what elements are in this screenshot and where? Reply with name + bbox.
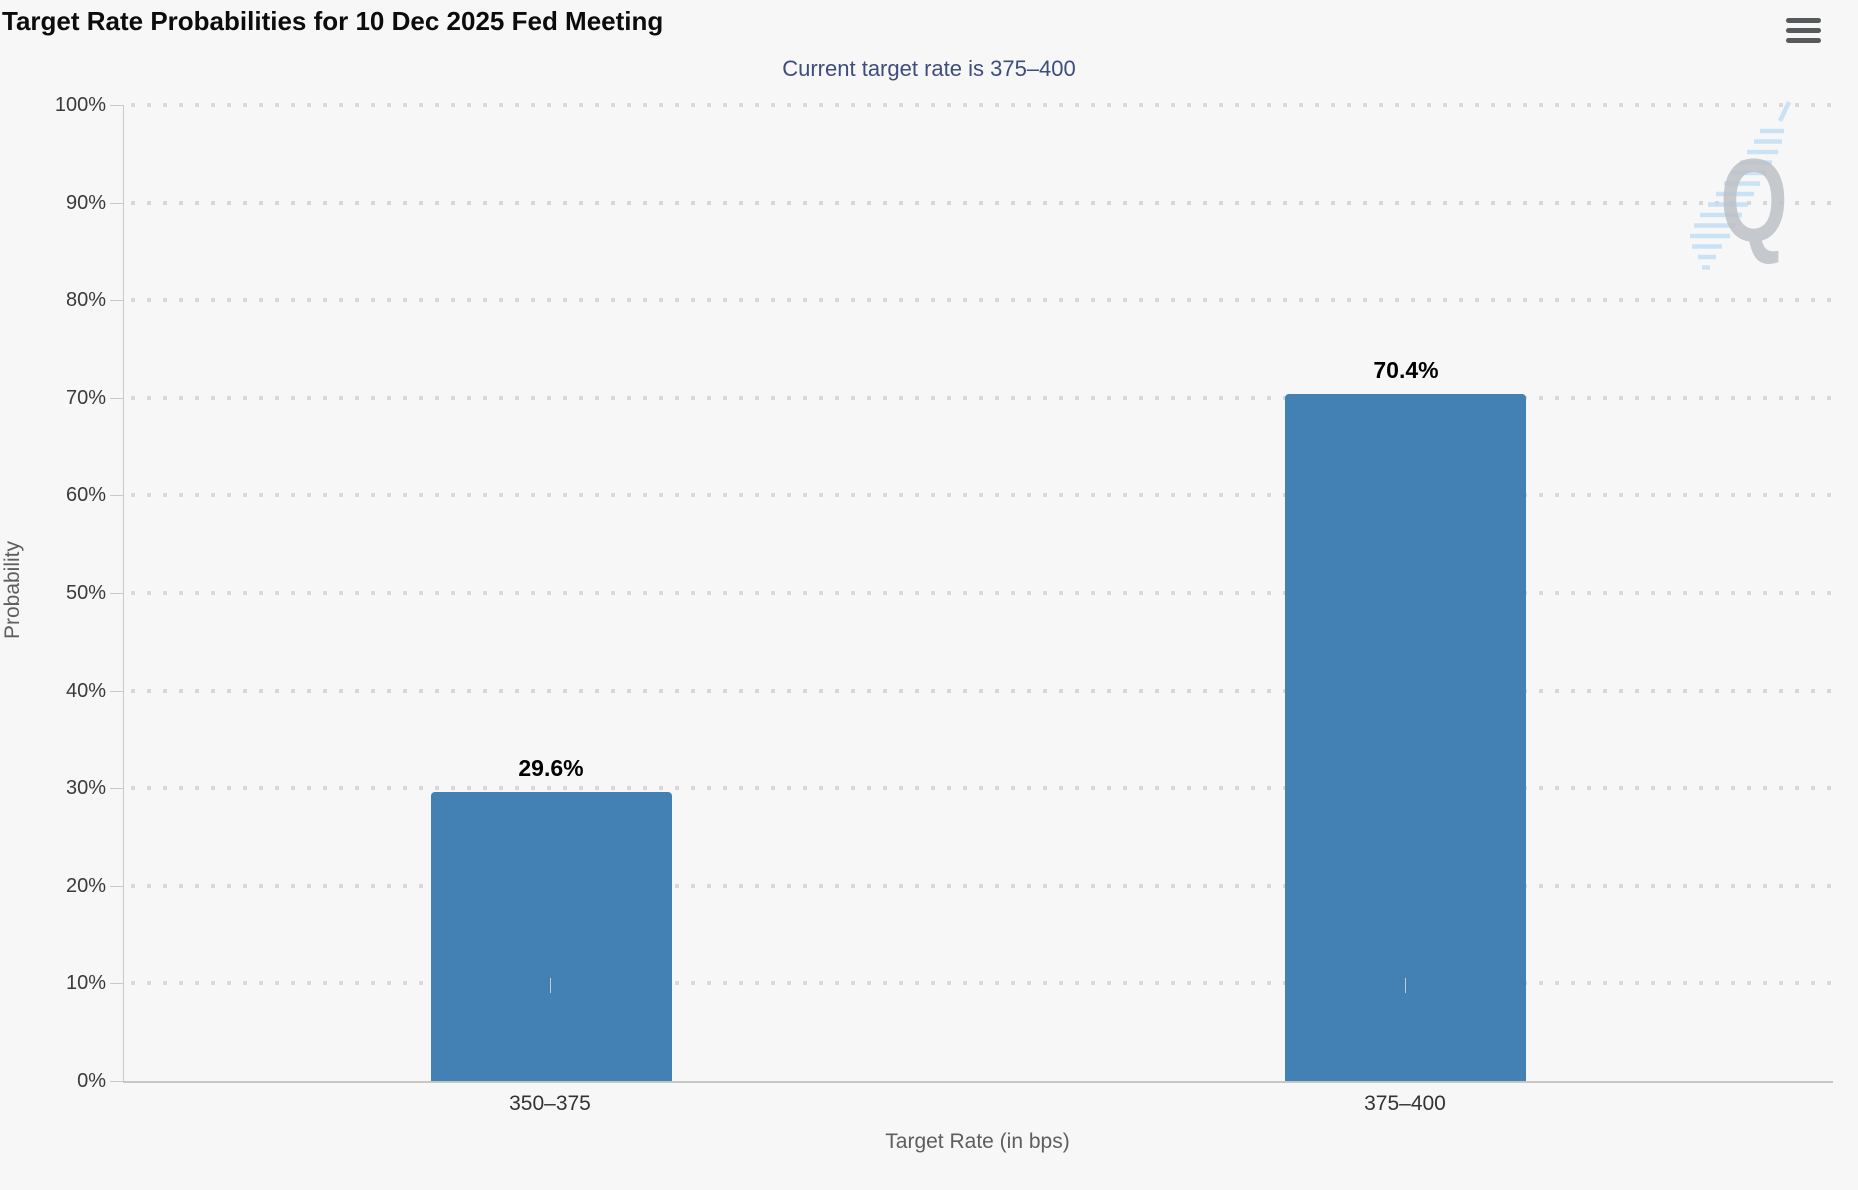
y-axis-tick-label: 70% (65, 387, 106, 409)
y-axis-tick-label: 0% (77, 1070, 106, 1092)
y-axis-tick-label: 90% (65, 192, 106, 214)
chart-context-menu-button[interactable] (1786, 15, 1825, 47)
y-axis-tick (110, 691, 123, 692)
y-axis-tick (110, 983, 123, 984)
hamburger-icon (1786, 38, 1821, 43)
y-axis-tick (110, 593, 123, 594)
y-axis-tick (110, 203, 123, 204)
y-gridline (131, 981, 1833, 985)
x-axis-tick (1405, 978, 1406, 993)
y-axis-tick-label: 80% (65, 289, 106, 311)
x-axis-tick (550, 978, 551, 993)
probability-bar[interactable] (1285, 394, 1526, 1081)
y-gridline (131, 591, 1833, 595)
y-axis-tick-label: 50% (65, 582, 106, 604)
bar-value-label: 29.6% (518, 755, 584, 781)
y-axis-tick (110, 886, 123, 887)
y-axis-tick-label: 40% (65, 680, 106, 702)
y-gridline (131, 884, 1833, 888)
y-axis-tick-label: 10% (65, 972, 106, 994)
y-gridline (131, 103, 1833, 107)
y-axis-tick-label: 100% (54, 94, 106, 116)
plot-area: 0% 10% 20% 30% 40% 50% 60% 70% 80% 90% 100% 29.6% 70… (55, 94, 1833, 1092)
y-axis-tick (110, 1081, 123, 1082)
probability-bar[interactable] (431, 792, 672, 1081)
y-gridline (131, 396, 1833, 400)
y-gridline (131, 689, 1833, 693)
y-axis-tick-label: 60% (65, 484, 106, 506)
y-axis-tick (110, 398, 123, 399)
y-gridline (131, 786, 1833, 790)
y-axis-tick (110, 300, 123, 301)
y-axis-title: Probability (1, 540, 24, 640)
chart-subtitle: Current target rate is 375–400 (782, 56, 1076, 81)
hamburger-icon (1786, 28, 1821, 33)
y-axis-tick (110, 788, 123, 789)
x-axis-tick-label: 350–375 (509, 1092, 591, 1115)
y-axis-tick (110, 105, 123, 106)
x-axis-title: Target Rate (in bps) (885, 1130, 1070, 1153)
bar-value-label: 70.4% (1373, 357, 1439, 383)
y-axis-tick (110, 495, 123, 496)
y-gridline (131, 201, 1833, 205)
y-gridline (131, 298, 1833, 302)
y-axis-tick-label: 30% (65, 777, 106, 799)
y-gridline (131, 493, 1833, 497)
hamburger-icon (1786, 18, 1821, 23)
y-axis-tick-label: 20% (65, 875, 106, 897)
chart-title: Target Rate Probabilities for 10 Dec 202… (2, 6, 664, 36)
x-axis-tick-label: 375–400 (1364, 1092, 1446, 1115)
